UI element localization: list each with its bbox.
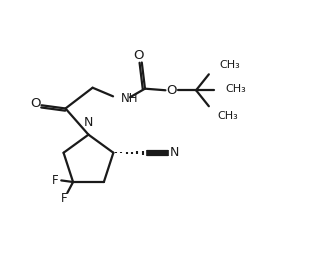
Text: CH₃: CH₃	[217, 111, 238, 121]
Text: O: O	[30, 97, 41, 110]
Text: CH₃: CH₃	[220, 60, 240, 70]
Text: NH: NH	[121, 92, 139, 105]
Text: O: O	[166, 84, 176, 97]
Text: CH₃: CH₃	[226, 84, 247, 94]
Text: O: O	[133, 49, 144, 62]
Text: N: N	[84, 116, 93, 129]
Text: F: F	[61, 192, 67, 205]
Text: N: N	[170, 146, 179, 159]
Text: F: F	[52, 174, 59, 187]
